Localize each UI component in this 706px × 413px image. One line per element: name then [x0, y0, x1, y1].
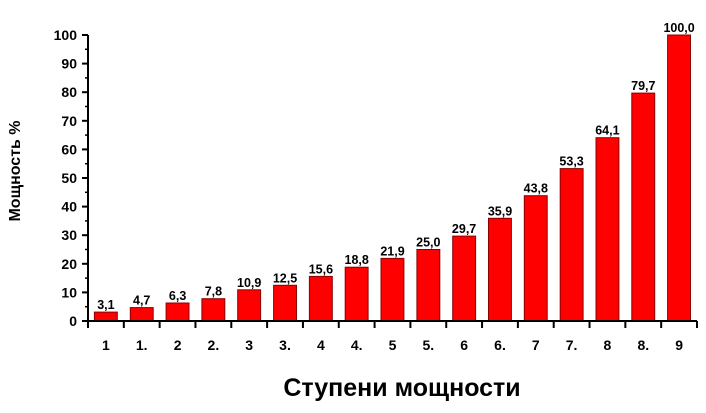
bar	[129, 307, 154, 322]
y-tick-label: 40	[61, 199, 77, 215]
x-tick-label: 8.	[637, 337, 649, 353]
x-tick-label: 7.	[566, 337, 578, 353]
x-tick-label: 4	[317, 337, 325, 353]
data-label: 25,0	[416, 236, 440, 250]
bar	[201, 298, 226, 322]
x-tick-label: 9	[675, 337, 683, 353]
data-label: 3,1	[97, 298, 114, 312]
data-label: 64,1	[595, 124, 619, 138]
x-tick-label: 1.	[136, 337, 148, 353]
x-tick-label: 2.	[208, 337, 220, 353]
bar	[488, 217, 512, 322]
x-tick-label: 5	[389, 337, 397, 353]
bar	[273, 284, 298, 322]
x-tick-label: 3.	[279, 337, 291, 353]
x-tick-label: 3	[245, 337, 253, 353]
bar	[667, 34, 691, 322]
y-axis-title: Мощность %	[7, 120, 24, 221]
bar	[452, 235, 477, 322]
x-tick-label: 2	[174, 337, 182, 353]
data-label: 53,3	[559, 155, 583, 169]
data-label: 6,3	[169, 289, 186, 303]
data-label: 12,5	[273, 271, 297, 285]
data-label: 18,8	[345, 253, 369, 267]
x-tick-label: 6	[460, 337, 468, 353]
bar	[416, 249, 441, 322]
data-label: 15,6	[309, 262, 333, 276]
data-label: 43,8	[524, 182, 548, 196]
y-tick-label: 50	[61, 170, 77, 186]
data-label: 7,8	[205, 285, 222, 299]
data-label: 29,7	[452, 222, 476, 236]
bar	[631, 92, 656, 322]
bar	[165, 302, 190, 322]
y-tick-label: 20	[61, 256, 77, 272]
bar	[380, 257, 405, 322]
data-label: 21,9	[380, 244, 404, 258]
y-tick-label: 80	[61, 84, 77, 100]
y-tick-label: 90	[61, 56, 77, 72]
bar	[523, 195, 548, 322]
bar	[93, 311, 118, 322]
x-tick-label: 6.	[494, 337, 506, 353]
x-tick-label: 7	[532, 337, 540, 353]
bar	[308, 275, 333, 322]
y-tick-label: 100	[54, 27, 78, 43]
data-label: 4,7	[133, 294, 150, 308]
y-tick-label: 0	[69, 313, 77, 329]
y-tick-label: 30	[61, 227, 77, 243]
data-label: 79,7	[631, 79, 655, 93]
x-tick-label: 8	[604, 337, 612, 353]
bar	[344, 266, 369, 322]
x-tick-label: 4.	[351, 337, 363, 353]
y-tick-label: 70	[61, 113, 77, 129]
data-label: 100,0	[663, 21, 694, 35]
y-tick-label: 60	[61, 141, 77, 157]
bar	[559, 168, 584, 322]
bar	[237, 289, 262, 322]
x-tick-label: 1	[102, 337, 110, 353]
data-label: 10,9	[237, 276, 261, 290]
data-label: 35,9	[488, 204, 512, 218]
bar	[595, 137, 620, 322]
bars-group	[93, 34, 691, 322]
labels-group: 3,1 1 4,7 1. 6,3 2 7,8 2. 10,9 3 12,5 3. 15,6 4 18,8 4.…	[54, 21, 695, 353]
axes-group	[82, 34, 698, 328]
x-tick-label: 5.	[422, 337, 434, 353]
x-axis-title: Ступени мощности	[283, 374, 520, 402]
y-tick-label: 10	[61, 284, 77, 300]
